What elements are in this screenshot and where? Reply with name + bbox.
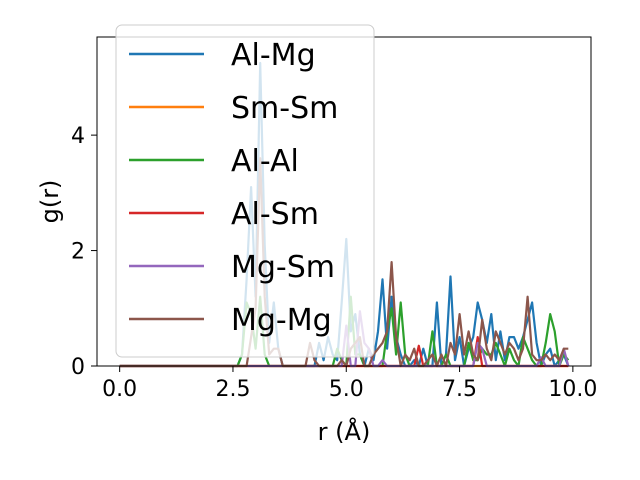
x-tick-label: 7.5 [442,377,477,402]
y-tick-label: 4 [71,124,85,149]
legend-label: Mg-Sm [231,250,335,285]
y-axis-label: g(r) [36,180,64,224]
y-tick-label: 2 [71,240,85,265]
legend-label: Al-Sm [231,197,319,232]
legend: Al-Mg Sm-Sm Al-Al Al-Sm Mg-Sm Mg-Mg [115,24,375,358]
x-axis-label: r (Å) [318,417,371,446]
legend-label: Sm-Sm [231,91,338,126]
x-tick-label: 5.0 [329,377,364,402]
legend-label: Mg-Mg [231,303,332,338]
x-tick-label: 10.0 [548,377,597,402]
y-tick-label: 0 [71,355,85,380]
x-axis: 0.0 2.5 5.0 7.5 10.0 [102,366,597,402]
y-axis: 0 2 4 [71,124,97,380]
legend-label: Al-Al [231,144,299,179]
legend-label: Al-Mg [231,38,316,73]
x-tick-label: 0.0 [102,377,137,402]
x-tick-label: 2.5 [215,377,250,402]
